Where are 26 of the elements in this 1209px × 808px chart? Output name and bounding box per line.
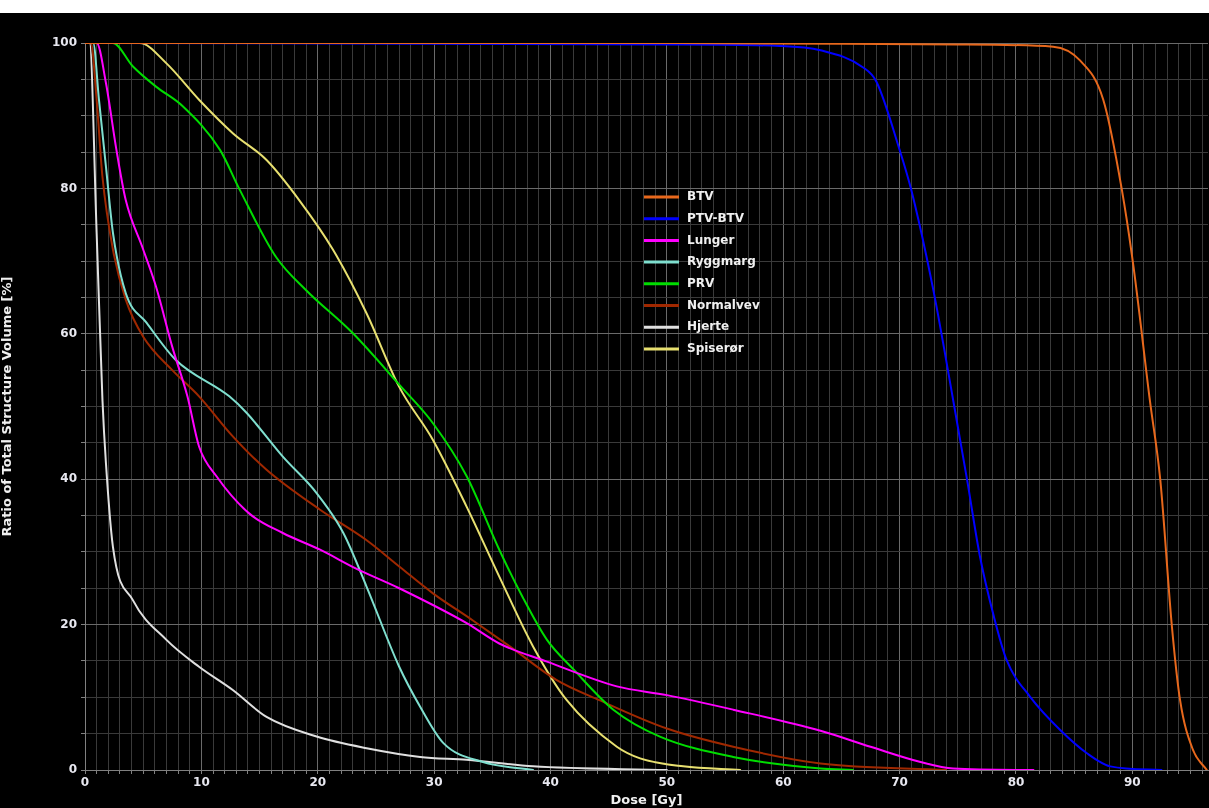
legend-label: Normalvev	[687, 297, 760, 312]
x-tick-label: 80	[1007, 775, 1025, 790]
x-tick-label: 60	[774, 775, 792, 790]
y-tick-label: 80	[60, 180, 77, 195]
legend-label: Spiserør	[687, 341, 744, 356]
legend-label: BTV	[687, 189, 715, 204]
y-tick-label: 20	[60, 616, 77, 631]
x-tick-label: 70	[891, 775, 908, 790]
x-axis-title: Dose [Gy]	[610, 791, 683, 807]
x-tick-label: 50	[658, 775, 676, 790]
y-axis-title: Ratio of Total Structure Volume [%]	[0, 276, 15, 537]
y-tick-label: 60	[60, 325, 77, 340]
x-tick-label: 20	[309, 775, 327, 790]
x-tick-label: 0	[80, 775, 90, 790]
legend-label: PTV-BTV	[687, 210, 745, 225]
x-tick-label: 30	[425, 775, 443, 790]
y-tick-label: 100	[51, 35, 77, 50]
x-tick-label: 90	[1124, 775, 1141, 790]
legend-label: Lunger	[687, 232, 735, 247]
legend-label: Ryggmarg	[687, 254, 756, 269]
x-tick-label: 10	[193, 775, 210, 790]
y-tick-label: 40	[60, 471, 77, 486]
legend-label: Hjerte	[687, 319, 730, 334]
x-tick-label: 40	[542, 775, 559, 790]
legend-label: PRV	[687, 275, 716, 290]
y-tick-label: 0	[68, 762, 77, 777]
